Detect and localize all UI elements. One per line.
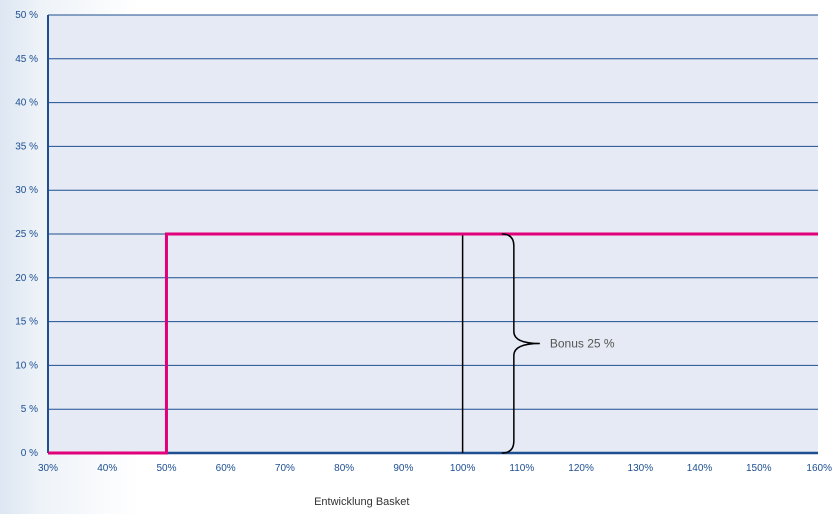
y-tick-label: 20 % xyxy=(15,273,38,284)
y-tick-label: 5 % xyxy=(21,404,38,415)
bonus-brace xyxy=(501,233,540,454)
x-tick-label: 60% xyxy=(216,463,236,474)
x-tick-label: 70% xyxy=(275,463,295,474)
x-tick-label: 160% xyxy=(806,463,832,474)
y-tick-labels: 0 % 5 % 10 % 15 % 20 % 25 % 30 % 35 % 40 % 45 % 50… xyxy=(15,10,38,459)
x-tick-label: 120% xyxy=(568,463,594,474)
y-tick-label: 40 % xyxy=(15,98,38,109)
y-tick-label: 0 % xyxy=(21,448,38,459)
y-tick-label: 35 % xyxy=(15,141,38,152)
y-tick-label: 45 % xyxy=(15,54,38,65)
gridlines xyxy=(48,14,818,410)
x-tick-label: 90% xyxy=(393,463,413,474)
bonus-annotation-text: Bonus 25 % xyxy=(550,337,615,351)
y-tick-label: 15 % xyxy=(15,317,38,328)
x-tick-label: 110% xyxy=(509,463,534,474)
series-line-0 xyxy=(48,232,818,455)
y-tick-label: 10 % xyxy=(15,360,38,371)
x-tick-labels: 30% 40% 50% 60% 70% 80% 90% 100% 110% 120% 130% 140… xyxy=(38,463,832,474)
x-tick-label: 130% xyxy=(628,463,654,474)
y-tick-label: 30 % xyxy=(15,185,38,196)
y-tick-label: 25 % xyxy=(15,229,38,240)
x-axis-label: Entwicklung Basket xyxy=(314,496,409,508)
x-tick-label: 80% xyxy=(334,463,354,474)
annotation-layer: Bonus 25 % xyxy=(501,233,615,454)
x-tick-label: 100% xyxy=(450,463,476,474)
series-layer xyxy=(48,232,818,455)
x-tick-label: 150% xyxy=(746,463,772,474)
x-tick-label: 40% xyxy=(97,463,117,474)
x-tick-label: 30% xyxy=(38,463,58,474)
x-tick-label: 140% xyxy=(687,463,713,474)
y-tick-label: 50 % xyxy=(15,10,38,21)
axes xyxy=(47,15,818,455)
x-tick-label: 50% xyxy=(156,463,176,474)
